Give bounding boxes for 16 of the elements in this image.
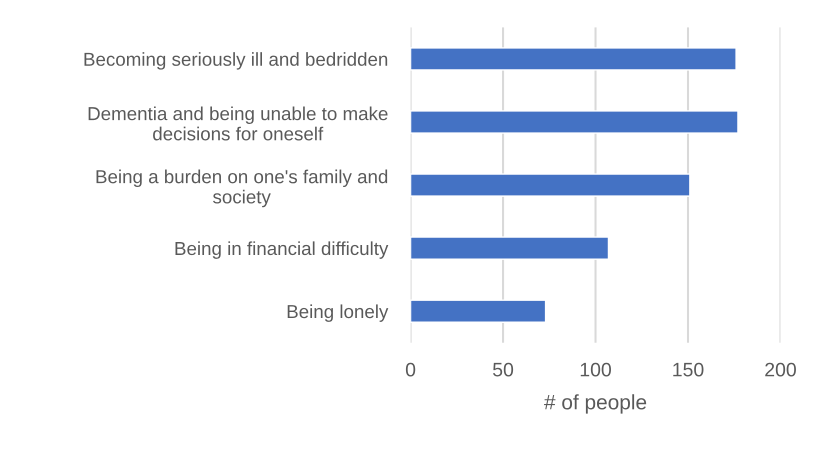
bar xyxy=(410,299,546,323)
y-tick-label: Becoming seriously ill and bedridden xyxy=(84,52,388,70)
x-tick-label: 200 xyxy=(765,362,796,376)
x-tick-label: 150 xyxy=(673,362,704,376)
y-tick-label: Dementia and being unable to make decisions for oneself xyxy=(88,106,388,140)
bar xyxy=(410,47,737,71)
x-tick-label: 50 xyxy=(493,362,514,376)
y-tick-label: Being a burden on one's family and society xyxy=(96,170,388,208)
x-tick-label: 0 xyxy=(406,362,416,376)
bar xyxy=(410,236,610,260)
bar xyxy=(410,110,739,134)
y-tick-label: Being lonely xyxy=(288,304,388,322)
bar xyxy=(410,173,691,197)
x-tick-label: 100 xyxy=(580,362,611,376)
x-axis-title: # of people xyxy=(544,394,646,414)
y-tick-label: Being in financial difficulty xyxy=(176,241,388,259)
